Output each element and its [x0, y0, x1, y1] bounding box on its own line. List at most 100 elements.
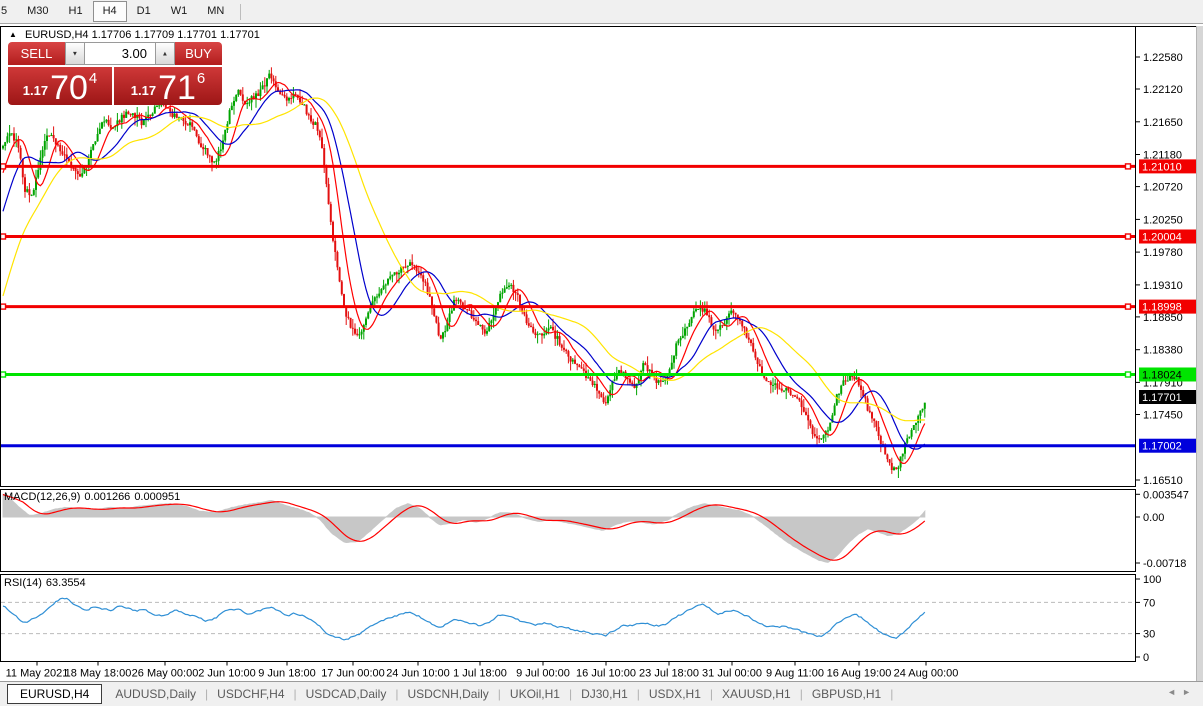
- svg-text:1.19310: 1.19310: [1143, 280, 1183, 292]
- svg-text:24 Jun 10:00: 24 Jun 10:00: [386, 668, 450, 680]
- rsi-label: RSI(14) 63.3554: [4, 577, 90, 589]
- buy-price-big: 71: [158, 69, 196, 107]
- svg-text:1.20004: 1.20004: [1142, 231, 1182, 243]
- timeframe-button-d1[interactable]: D1: [136, 5, 151, 17]
- svg-text:1.18850: 1.18850: [1143, 312, 1183, 324]
- svg-text:1.17701: 1.17701: [1142, 392, 1182, 404]
- timeframe-button-m30[interactable]: M30: [27, 5, 49, 17]
- svg-text:1.22580: 1.22580: [1143, 52, 1183, 64]
- tab-gbpusd-h1[interactable]: GBPUSD,H1: [811, 687, 882, 701]
- tab-ukoil-h1[interactable]: UKOil,H1: [509, 687, 560, 701]
- buy-button[interactable]: BUY: [175, 42, 222, 65]
- price-label-1.18998: 1.18998: [1139, 299, 1197, 314]
- svg-text:16 Aug 19:00: 16 Aug 19:00: [827, 668, 892, 680]
- timeframe-button-h1[interactable]: H1: [68, 5, 83, 17]
- svg-text:70: 70: [1143, 597, 1155, 609]
- price-label-1.17002: 1.17002: [1139, 438, 1197, 453]
- svg-text:1.18998: 1.18998: [1142, 302, 1182, 314]
- tab-usdchf-h4[interactable]: USDCHF,H4: [217, 687, 285, 701]
- timeframe-button-5[interactable]: 5: [1, 5, 8, 17]
- buy-price-pip: 6: [196, 70, 206, 87]
- hline-1.18024[interactable]: [0, 371, 1136, 378]
- svg-text:11 May 2021: 11 May 2021: [6, 668, 69, 680]
- svg-text:1.18380: 1.18380: [1143, 345, 1183, 357]
- hline-1.21010[interactable]: [0, 163, 1136, 170]
- svg-text:100: 100: [1143, 574, 1161, 586]
- svg-text:1.18024: 1.18024: [1142, 369, 1182, 381]
- chevron-down-icon: ▼: [71, 49, 79, 58]
- tab-audusd-daily[interactable]: AUDUSD,Daily: [115, 687, 197, 701]
- svg-text:1.21010: 1.21010: [1142, 161, 1182, 173]
- timeframe-button-mn[interactable]: MN: [207, 5, 225, 17]
- hline-1.18998[interactable]: [0, 303, 1136, 310]
- svg-text:9 Aug 11:00: 9 Aug 11:00: [766, 668, 824, 680]
- current-price-label: 1.17701: [1139, 390, 1197, 405]
- hline-1.20004[interactable]: [0, 233, 1136, 240]
- tab-scroll-arrows[interactable]: ◄►: [1167, 687, 1197, 697]
- svg-text:2 Jun 10:00: 2 Jun 10:00: [198, 668, 256, 680]
- toolbar-separator: [240, 3, 242, 20]
- svg-text:1 Jul 18:00: 1 Jul 18:00: [453, 668, 507, 680]
- buy-price-button[interactable]: 1.17 71 6: [114, 67, 222, 105]
- volume-input[interactable]: [85, 42, 155, 65]
- svg-text:1.21180: 1.21180: [1143, 150, 1182, 162]
- macd-label: MACD(12,26,9) 0.001266 0.000951: [4, 491, 184, 503]
- timeframe-button-h4[interactable]: H4: [92, 1, 127, 22]
- macd-signal-value: 0.000951: [134, 491, 181, 503]
- tab-separator: |: [636, 687, 640, 701]
- chart-title: ▲ EURUSD,H4 1.17706 1.17709 1.17701 1.17…: [9, 29, 260, 41]
- candles-layer: [2, 67, 926, 478]
- svg-text:1.17450: 1.17450: [1143, 410, 1183, 422]
- tab-separator: |: [293, 687, 297, 701]
- price-label-1.20004: 1.20004: [1139, 229, 1197, 244]
- svg-text:1.22120: 1.22120: [1143, 84, 1183, 96]
- tab-dj30-h1[interactable]: DJ30,H1: [581, 687, 628, 701]
- sell-price-big: 70: [50, 69, 88, 107]
- timeframe-button-w1[interactable]: W1: [170, 5, 188, 17]
- sell-button[interactable]: SELL: [8, 42, 65, 65]
- macd-histogram: [2, 493, 926, 563]
- tab-usdcnh-daily[interactable]: USDCNH,Daily: [407, 687, 489, 701]
- svg-text:1.16510: 1.16510: [1143, 475, 1183, 487]
- tab-scroll-left-icon[interactable]: ◄: [1167, 687, 1183, 697]
- tab-separator: |: [395, 687, 399, 701]
- price-axis[interactable]: 1.22580 1.22120 1.21650 1.21180 1.20720 1.202…: [1135, 52, 1183, 487]
- svg-text:9 Jun 18:00: 9 Jun 18:00: [258, 668, 316, 680]
- ma-mid-blue: [2, 89, 926, 450]
- volume-increase-button[interactable]: ▲: [155, 42, 175, 65]
- rsi-line: [2, 597, 926, 641]
- tab-xauusd-h1[interactable]: XAUUSD,H1: [722, 687, 791, 701]
- chart-symbol-period: EURUSD,H4: [24, 29, 89, 41]
- window-right-edge: [1196, 26, 1203, 681]
- buy-price-prefix: 1.17: [130, 83, 157, 98]
- macd-name: MACD(12,26,9): [4, 491, 81, 503]
- tab-separator: |: [799, 687, 803, 701]
- svg-text:16 Jul 10:00: 16 Jul 10:00: [576, 668, 636, 680]
- svg-text:0: 0: [1143, 652, 1149, 664]
- sell-price-button[interactable]: 1.17 70 4: [8, 67, 112, 105]
- svg-text:0.00: 0.00: [1143, 512, 1164, 524]
- svg-text:1.20720: 1.20720: [1143, 182, 1183, 194]
- tab-eurusd-h4[interactable]: EURUSD,H4: [7, 684, 103, 704]
- volume-decrease-button[interactable]: ▼: [65, 42, 85, 65]
- tab-separator: |: [709, 687, 714, 701]
- tab-separator: |: [205, 687, 209, 701]
- svg-text:1.20250: 1.20250: [1143, 214, 1183, 226]
- svg-text:24 Aug 00:00: 24 Aug 00:00: [894, 668, 959, 680]
- macd-main-value: 0.001266: [84, 491, 131, 503]
- symbol-tab-bar: EURUSD,H4 AUDUSD,Daily | USDCHF,H4 | USDCAD,D…: [0, 681, 1203, 706]
- svg-text:9 Jul 00:00: 9 Jul 00:00: [516, 668, 570, 680]
- svg-text:31 Jul 00:00: 31 Jul 00:00: [702, 668, 762, 680]
- tab-scroll-right-icon[interactable]: ►: [1182, 687, 1197, 697]
- sell-price-pip: 4: [88, 70, 98, 87]
- chevron-up-icon: ▲: [161, 49, 169, 58]
- collapse-arrow-icon[interactable]: ▲: [9, 30, 17, 39]
- tab-usdcad-daily[interactable]: USDCAD,Daily: [305, 687, 387, 701]
- rsi-axis[interactable]: 100 70 30 0: [1135, 574, 1161, 664]
- macd-axis[interactable]: 0.003547 0.00 -0.00718: [1135, 489, 1189, 570]
- tab-usdx-h1[interactable]: USDX,H1: [648, 687, 701, 701]
- timeframe-toolbar: 5 M30 H1 H4 D1 W1 MN: [0, 0, 1203, 24]
